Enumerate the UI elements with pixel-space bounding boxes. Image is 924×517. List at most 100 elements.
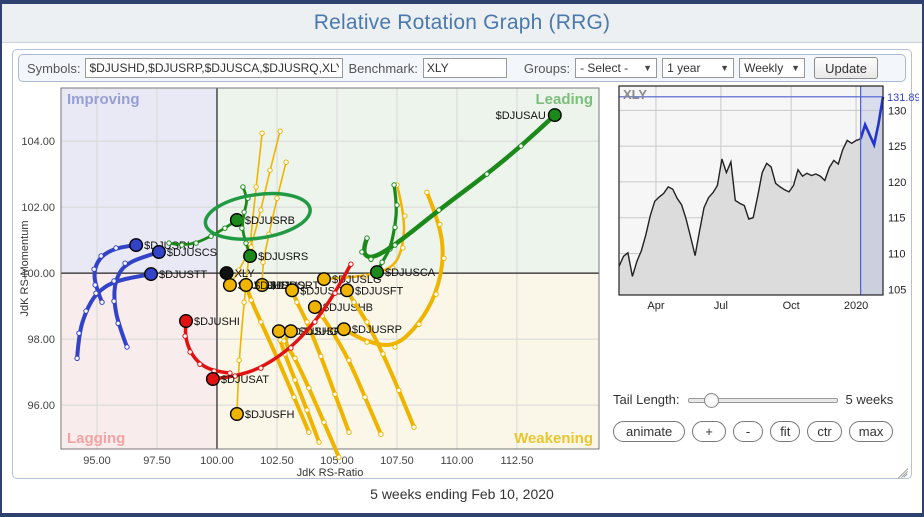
trail-$DJUSAU[interactable]: $DJUSAU [359, 108, 562, 263]
date-range-caption: 5 weeks ending Feb 10, 2020 [370, 486, 554, 502]
tail-node [396, 387, 402, 393]
tail-node [364, 339, 370, 345]
animate-button[interactable]: animate [613, 421, 686, 442]
tail-node [416, 321, 422, 328]
tail-node [291, 394, 297, 400]
tail-node [394, 202, 400, 208]
trail-$DJUSTT[interactable]: $DJUSTT [74, 267, 208, 361]
head-marker [255, 277, 270, 292]
trail-$DJUSFT[interactable]: $DJUSFT [340, 283, 417, 430]
head-marker [336, 322, 351, 337]
period-select[interactable]: 1 year ▼ [662, 58, 735, 78]
tail-node [332, 391, 338, 397]
tail-node [318, 353, 324, 359]
tail-node [424, 189, 430, 196]
tail-node [243, 240, 249, 246]
tail-node [441, 255, 447, 262]
x-axis-title: JdK RS-Ratio [297, 467, 364, 479]
tail-node [111, 298, 117, 304]
mini-y-tick: 130 [888, 105, 906, 117]
trail-$DJUSHI[interactable]: $DJUSHI [178, 313, 240, 376]
trail-$DJUSAT[interactable]: $DJUSAT [205, 261, 354, 387]
y-tick-label: 96.00 [27, 400, 55, 412]
trail-$DJUSFH[interactable]: $DJUSFH [229, 130, 295, 422]
tail-node [74, 355, 80, 361]
symbol-label: $DJUSFH [245, 409, 295, 421]
update-button[interactable]: Update [814, 57, 879, 79]
head-marker [271, 324, 286, 339]
x-tick-label: 110.00 [441, 455, 474, 467]
head-marker [283, 324, 298, 339]
benchmark-price-chart: 130 125 120 115 110 105 Apr Jul Oct 2020 XLY 131.89 [618, 85, 919, 312]
tail-node [260, 259, 266, 265]
resize-handle-icon[interactable] [897, 464, 909, 479]
slider-handle[interactable] [704, 392, 719, 408]
tail-node [316, 439, 322, 445]
head-marker [340, 283, 355, 298]
trail-$DJUSRP[interactable]: $DJUSRP [336, 189, 447, 350]
trail-$DJUSRB[interactable]: $DJUSRB [166, 212, 295, 248]
tail-node [294, 299, 300, 305]
trail-$DJUSHG[interactable]: $DJUSHG [271, 324, 339, 445]
trail-$DJUSHB[interactable]: $DJUSHB [307, 300, 384, 437]
ctr-button[interactable]: ctr [807, 421, 842, 442]
tail-node [346, 429, 352, 435]
tail-length-slider[interactable] [687, 392, 838, 408]
x-tick-label: 107.50 [380, 455, 414, 467]
tail-node [402, 213, 408, 219]
tail-node [306, 429, 312, 435]
groups-select-value: - Select - [580, 61, 629, 75]
symbol-label: $DJUSTT [159, 269, 208, 281]
tail-node [258, 365, 264, 371]
slider-track[interactable] [687, 397, 838, 403]
groups-select[interactable]: - Select - ▼ [575, 58, 658, 78]
y-tick-label: 98.00 [27, 334, 55, 346]
tail-node [241, 209, 247, 215]
max-button[interactable]: max [848, 421, 894, 442]
tail-node [484, 171, 490, 177]
trail-$DJUSCS[interactable]: $DJUSCS [111, 244, 217, 350]
tail-node [364, 319, 370, 325]
symbol-label: $DJUSRP [352, 324, 402, 336]
chart-controls: Tail Length: 5 weeks animate + - fit ctr max [613, 392, 913, 442]
tail-node [436, 207, 442, 213]
mini-y-tick: 105 [888, 284, 906, 296]
trail-XLY[interactable]: XLY [219, 266, 255, 281]
tail-node [392, 224, 398, 231]
zoom-in-button[interactable]: + [692, 421, 726, 442]
symbols-input[interactable] [85, 58, 344, 78]
tail-node [236, 357, 242, 363]
trail-$DJUSRQ[interactable]: $DJUSRQ [238, 277, 312, 435]
tail-node [332, 290, 338, 296]
zoom-out-button[interactable]: - [732, 421, 764, 442]
tail-node [359, 249, 365, 255]
rrg-chart[interactable]: 95.00 97.50 100.00 102.50 105.00 107.50 110.00… [17, 84, 617, 484]
tail-node [274, 195, 280, 201]
tail-node [330, 329, 336, 335]
tail-node [83, 308, 89, 314]
tail-node [236, 267, 242, 273]
y-tick-label: 100.00 [21, 268, 55, 280]
tail-node [411, 424, 417, 430]
trail-$DJUSCA[interactable]: $DJUSCA [370, 182, 436, 279]
mini-x-tick: Jul [714, 300, 728, 312]
tail-node [283, 159, 289, 165]
head-marker [238, 277, 253, 292]
tail-shade-region [860, 86, 883, 295]
highlight-ellipse-annotation [203, 191, 312, 241]
timeframe-select[interactable]: Weekly ▼ [739, 58, 806, 78]
tail-node [304, 319, 310, 325]
quadrant-label-lagging: Lagging [67, 430, 125, 447]
fit-button[interactable]: fit [770, 421, 801, 442]
benchmark-input[interactable] [422, 58, 507, 78]
tail-node [241, 299, 247, 305]
symbol-label: $DJUSHI [194, 316, 240, 328]
x-tick-label: 100.00 [200, 455, 234, 467]
mini-y-tick: 110 [888, 248, 906, 260]
mini-y-tick: 120 [888, 177, 906, 189]
mini-x-tick: Oct [783, 300, 800, 312]
symbol-label: $DJUSHG [287, 326, 338, 338]
head-marker [219, 266, 234, 281]
symbol-label: $DJUSAT [221, 374, 269, 386]
tail-node [267, 167, 273, 173]
